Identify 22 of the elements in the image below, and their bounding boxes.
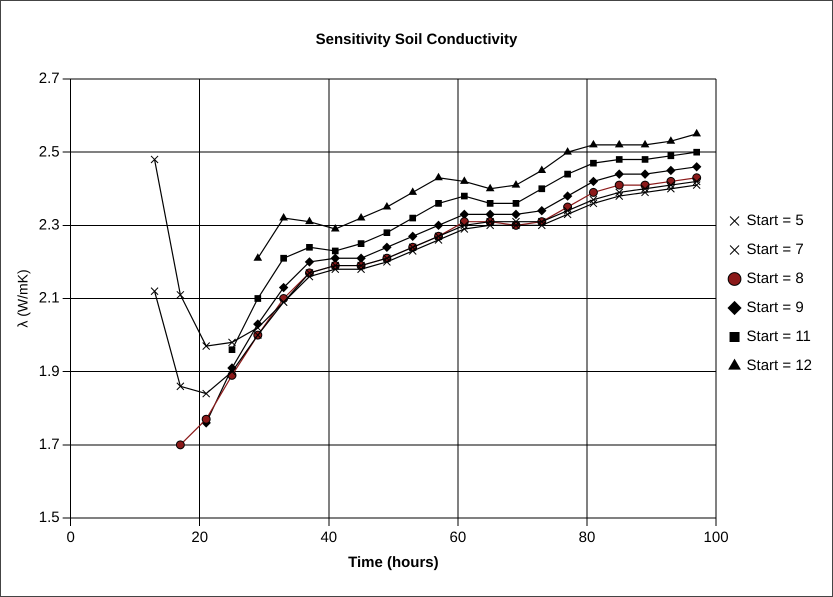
legend-label: Start = 12: [746, 357, 812, 374]
x-axis-title: Time (hours): [348, 554, 439, 572]
y-tick-label: 2.3: [38, 216, 60, 234]
y-tick-label: 1.5: [38, 509, 60, 526]
x-tick-label: 100: [704, 529, 729, 546]
legend-label: Start = 5: [746, 212, 804, 230]
x-tick-label: 60: [450, 529, 466, 546]
legend-label: Start = 7: [746, 241, 804, 258]
x-tick-label: 80: [578, 529, 596, 546]
x-tick-label: 40: [320, 529, 338, 546]
y-tick-label: 1.9: [38, 362, 60, 380]
x-tick-label: 0: [66, 529, 75, 546]
y-tick-label: 2.7: [38, 70, 60, 88]
legend-label: Start = 8: [746, 270, 804, 288]
y-axis-title: λ (W/mK): [14, 269, 30, 328]
y-tick-label: 2.1: [38, 290, 60, 307]
y-tick-label: 1.7: [38, 436, 60, 453]
legend-label: Start = 9: [746, 299, 804, 316]
y-tick-label: 2.5: [38, 143, 60, 160]
legend-label: Start = 11: [746, 328, 811, 346]
x-tick-label: 20: [191, 529, 208, 546]
chart-title: Sensitivity Soil Conductivity: [316, 31, 518, 48]
